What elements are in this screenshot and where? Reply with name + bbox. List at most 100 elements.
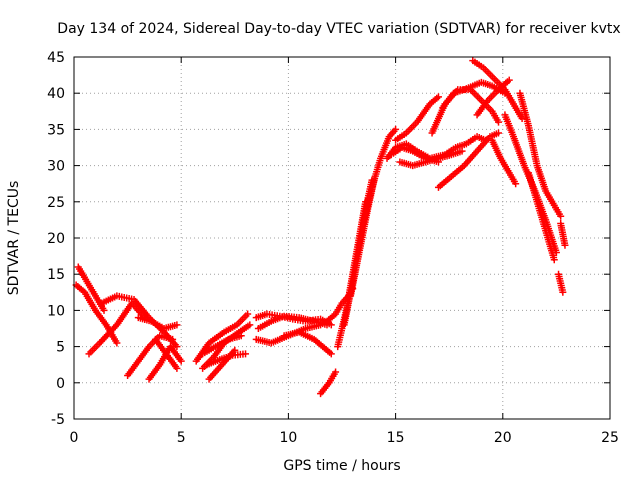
data-point-run	[471, 58, 485, 70]
data-point-run	[462, 83, 475, 93]
series-arc-l	[205, 346, 239, 383]
data-point-run	[254, 311, 269, 321]
data-point-run	[525, 124, 541, 167]
data-point-run	[149, 318, 166, 331]
series-arc-i	[192, 310, 252, 365]
data-point-run	[464, 134, 479, 146]
data-point-run	[480, 79, 494, 89]
chart-title: Day 134 of 2024, Sidereal Day-to-day VTE…	[57, 21, 620, 37]
data-point-run	[507, 171, 518, 186]
series-arc-e	[124, 332, 177, 380]
data-point-run	[489, 138, 504, 160]
data-point-run	[475, 134, 488, 143]
data-point-run	[231, 350, 247, 359]
data-point-run	[146, 363, 162, 381]
data-point-run	[424, 155, 440, 165]
series-arc-ak	[557, 220, 569, 249]
data-point-run	[164, 352, 180, 371]
x-tick-label: 20	[494, 430, 512, 446]
y-tick-label: 5	[56, 340, 65, 356]
data-point-run	[498, 156, 512, 175]
data-point-run	[325, 311, 338, 324]
data-point-run	[318, 381, 332, 396]
data-point-run	[525, 171, 540, 204]
data-point-run	[454, 141, 468, 151]
series-arc-a	[72, 281, 121, 347]
data-point-run	[411, 159, 427, 169]
data-point-run	[82, 290, 98, 312]
data-point-run	[214, 337, 230, 349]
data-point-run	[542, 229, 558, 261]
tick-labels: 0 5 10 15 20 25 -5 0 5 10 15 20 25 30 35 40 45	[47, 50, 619, 446]
data-point-run	[297, 329, 316, 342]
data-point-run	[449, 148, 464, 158]
series-arc-al	[555, 270, 567, 296]
plot-frame	[73, 56, 611, 420]
series-arc-h	[151, 335, 181, 372]
series-arc-b	[74, 263, 108, 314]
data-point-run	[534, 200, 549, 233]
series-arc-r	[317, 368, 340, 398]
data-point-run	[227, 332, 243, 343]
data-point-run	[207, 363, 224, 381]
data-point-run	[440, 91, 456, 110]
x-tick-label: 10	[279, 430, 297, 446]
data-point-run	[97, 323, 119, 345]
x-tick-label: 15	[387, 430, 405, 446]
data-point-run	[394, 130, 408, 143]
data-point-run	[153, 337, 169, 356]
data-point-run	[555, 272, 566, 294]
data-point-run	[282, 329, 301, 339]
y-tick-label: 30	[47, 159, 65, 175]
data-point-run	[474, 98, 490, 117]
data-point-run	[534, 164, 549, 193]
data-point-run	[502, 113, 517, 138]
data-point-run	[471, 79, 483, 89]
data-point-run	[510, 135, 527, 168]
data-point-run	[449, 163, 466, 179]
data-points	[72, 57, 569, 398]
data-point-run	[369, 157, 384, 189]
data-point-run	[543, 189, 557, 207]
data-point-run	[496, 78, 511, 92]
data-point-run	[205, 356, 222, 368]
series-arc-aj	[525, 169, 558, 264]
series-arc-v	[347, 176, 378, 300]
data-point-run	[347, 251, 363, 298]
y-tick-label: 0	[56, 376, 65, 392]
data-point-run	[222, 322, 239, 335]
series-arc-aa	[392, 93, 442, 144]
data-point-run	[93, 308, 109, 327]
data-point-run	[462, 149, 479, 168]
data-point-run	[428, 94, 441, 107]
data-point-run	[283, 312, 301, 321]
x-tick-label: 5	[177, 430, 186, 446]
data-point-run	[254, 336, 273, 346]
data-point-run	[235, 322, 252, 336]
data-point-run	[400, 144, 415, 154]
y-tick-label: 15	[47, 267, 65, 283]
data-point-run	[220, 348, 237, 367]
series-arc-q	[280, 328, 335, 358]
data-point-run	[100, 293, 119, 306]
data-point-run	[326, 370, 338, 385]
series-arc-af	[473, 76, 513, 119]
grid-lines	[74, 57, 610, 419]
data-point-run	[436, 174, 454, 190]
series-arc-w	[359, 125, 400, 228]
data-point-run	[437, 151, 453, 162]
data-point-run	[235, 312, 250, 327]
y-tick-label: 20	[47, 231, 65, 247]
series-arc-p	[252, 321, 325, 347]
data-point-run	[404, 120, 419, 135]
data-point-run	[452, 86, 466, 96]
series-arc-g	[145, 343, 185, 383]
data-point-run	[312, 337, 334, 356]
data-point-run	[411, 148, 427, 161]
data-point-run	[481, 66, 496, 81]
data-point-run	[201, 344, 217, 357]
x-axis-label: GPS time / hours	[283, 458, 400, 474]
data-point-run	[398, 159, 415, 169]
x-tick-label: 25	[601, 430, 619, 446]
